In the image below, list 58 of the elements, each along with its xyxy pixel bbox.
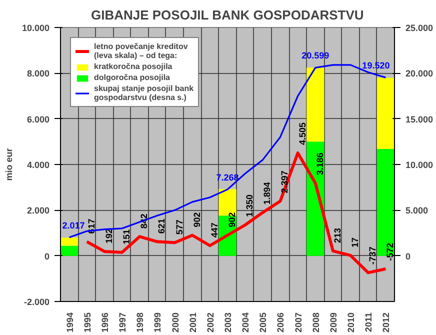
data-label: 151 xyxy=(122,229,132,244)
chart-title: GIBANJE POSOJIL BANK GOSPODARSTVU xyxy=(90,8,364,22)
x-tick-label: 1996 xyxy=(100,312,110,333)
x-tick-label: 1999 xyxy=(152,312,163,333)
x-tick-label: 2000 xyxy=(170,312,180,333)
bar xyxy=(306,68,324,142)
x-tick-label: 1994 xyxy=(64,312,75,333)
y2-tick-label: 15.000 xyxy=(406,114,434,124)
data-label: 3.186 xyxy=(314,152,325,176)
y2-tick-label: 5.000 xyxy=(406,206,428,216)
y-tick-label: 2.000 xyxy=(26,206,50,216)
legend-label: skupaj stanje posojil bank gospodarstvu (desna s.) xyxy=(94,84,194,102)
data-label: -572 xyxy=(385,242,396,261)
legend-label: kratkoročna posojila xyxy=(94,62,172,71)
y-tick-label: 8.000 xyxy=(26,68,50,79)
data-label: 577 xyxy=(174,220,184,235)
x-tick-label: 2012 xyxy=(381,312,392,333)
legend-label: letno povečanje kreditov (leva skala) – od tega: xyxy=(94,42,188,60)
x-tick-label: 1998 xyxy=(135,312,146,333)
data-label: 1.894 xyxy=(262,182,272,205)
data-label: -737 xyxy=(368,246,378,265)
x-tick-label: 2004 xyxy=(240,312,251,333)
x-tick-label: 2007 xyxy=(293,312,304,333)
x-tick-label: 2008 xyxy=(310,312,321,333)
y2-tick-label: 10.000 xyxy=(406,160,434,170)
y-tick-label: 0 xyxy=(44,251,50,262)
y-tick-label: 10.000 xyxy=(22,23,50,33)
y-axis-title: mio eur xyxy=(4,148,14,181)
x-tick-label: 2005 xyxy=(258,312,268,333)
y2-tick-label: 20.000 xyxy=(406,68,434,79)
bar xyxy=(60,246,78,256)
data-label: 1.350 xyxy=(244,194,255,218)
legend-label: dolgoročna posojila xyxy=(94,73,170,82)
x-tick-label: 2002 xyxy=(205,312,216,333)
x-tick-label: 2011 xyxy=(364,312,374,332)
y-tick-label: -2.000 xyxy=(24,297,50,307)
data-label: 447 xyxy=(209,222,220,238)
y2-tick-label: 0 xyxy=(406,251,411,262)
data-label: 902 xyxy=(227,212,237,228)
x-tick-label: 2001 xyxy=(188,312,198,333)
y-tick-label: 6.000 xyxy=(26,114,50,124)
data-label: 213 xyxy=(332,228,342,243)
data-label: 4.505 xyxy=(297,122,308,145)
data-label: 902 xyxy=(192,212,202,228)
data-label: 17 xyxy=(350,237,360,248)
x-tick-label: 1995 xyxy=(82,312,92,333)
data-label: 621 xyxy=(156,218,167,234)
bar xyxy=(376,78,394,149)
x-tick-label: 2003 xyxy=(223,312,233,333)
bar xyxy=(60,238,78,246)
line-series xyxy=(85,151,388,274)
y-tick-label: 4.000 xyxy=(26,160,50,170)
data-label: 2.397 xyxy=(280,170,290,194)
x-tick-label: 2009 xyxy=(328,312,338,333)
x-tick-label: 1997 xyxy=(118,312,128,333)
x-tick-label: 2006 xyxy=(276,312,286,333)
x-tick-label: 2010 xyxy=(346,312,356,333)
y2-tick-label: 25.000 xyxy=(406,23,434,33)
